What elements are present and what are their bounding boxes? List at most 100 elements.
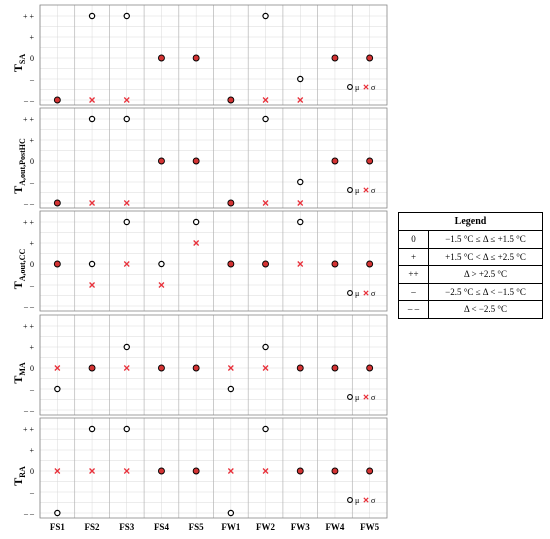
mu-point	[227, 385, 235, 393]
panel-label-subscript: SA	[18, 54, 27, 64]
panel-label-base: T	[11, 281, 25, 289]
mu-point	[88, 115, 96, 123]
sigma-point	[158, 282, 165, 288]
sigma-point	[262, 365, 269, 371]
x-tick-label: FS5	[189, 522, 205, 532]
legend-description: Δ > +2.5 °C	[463, 269, 508, 280]
mu-sigma-overlap-point	[227, 96, 235, 104]
mu-legend-marker	[347, 394, 353, 400]
panel-frame	[39, 4, 388, 106]
panel-frame	[39, 210, 388, 312]
sigma-point	[89, 468, 96, 474]
mu-point	[297, 178, 304, 186]
y-tick-label: 0	[30, 54, 34, 63]
mu-point	[123, 218, 130, 226]
mu-point	[262, 343, 269, 351]
mu-point	[88, 260, 96, 268]
y-tick-label: 0	[30, 364, 34, 373]
legend-description: Δ < −2.5 °C	[463, 304, 508, 315]
mu-sigma-overlap-point	[192, 54, 200, 62]
sigma-point	[227, 468, 234, 474]
sigma-point	[262, 200, 269, 206]
sigma-legend-label: σ	[371, 186, 376, 195]
y-tick-label: –	[29, 75, 35, 84]
sigma-legend-marker	[363, 290, 369, 296]
sigma-legend-marker	[363, 497, 369, 503]
mu-sigma-overlap-point	[331, 54, 339, 62]
legend-table: Legend 0 −1.5 °C ≤ Δ ≤ +1.5 °C + +1.5 °C < …	[398, 212, 543, 319]
sigma-point	[123, 365, 130, 371]
sigma-point	[193, 240, 200, 246]
mu-sigma-overlap-point	[157, 157, 165, 165]
panel-label: TRA	[11, 466, 27, 486]
sigma-legend-marker	[363, 187, 369, 193]
panel-label-subscript: A,out,CC	[18, 249, 27, 282]
x-tick-label: FW1	[221, 522, 240, 532]
mu-sigma-overlap-point	[192, 364, 200, 372]
mu-point	[123, 425, 130, 433]
legend-rows: 0 −1.5 °C ≤ Δ ≤ +1.5 °C + +1.5 °C < Δ ≤ +2.…	[399, 231, 542, 318]
y-tick-label: 0	[30, 260, 34, 269]
mu-legend-marker	[347, 84, 353, 90]
mu-point	[227, 509, 235, 517]
x-tick-label: FW5	[360, 522, 379, 532]
sigma-point	[123, 468, 130, 474]
y-tick-label: –	[29, 178, 35, 187]
mu-sigma-overlap-point	[366, 364, 374, 372]
panel-label-subscript: MA	[18, 362, 27, 376]
mu-point	[88, 425, 96, 433]
y-tick-label: –	[29, 281, 35, 290]
mu-sigma-overlap-point	[262, 260, 269, 268]
mu-point	[262, 115, 269, 123]
mu-point	[123, 343, 130, 351]
sigma-legend-marker	[363, 394, 369, 400]
sigma-legend-label: σ	[371, 496, 376, 505]
legend-row: – – Δ < −2.5 °C	[399, 301, 542, 318]
sigma-point	[89, 282, 96, 288]
mu-sigma-overlap-point	[331, 260, 339, 268]
mu-sigma-overlap-point	[227, 260, 235, 268]
panel-frame	[39, 417, 388, 519]
panel-label-base: T	[11, 376, 25, 384]
mu-sigma-overlap-point	[88, 364, 96, 372]
mu-point	[54, 385, 61, 393]
y-tick-label: +	[29, 239, 34, 248]
y-tick-label: + +	[23, 115, 35, 124]
mu-point	[54, 509, 61, 517]
mu-point	[88, 12, 96, 20]
mu-legend-label: μ	[355, 496, 359, 505]
mu-point	[262, 425, 269, 433]
panel-label: TSA	[11, 54, 27, 72]
legend-row: + +1.5 °C < Δ ≤ +2.5 °C	[399, 248, 542, 266]
legend-row: 0 −1.5 °C ≤ Δ ≤ +1.5 °C	[399, 231, 542, 249]
y-tick-label: 0	[30, 467, 34, 476]
x-tick-label: FS1	[50, 522, 66, 532]
y-tick-label: – –	[23, 96, 35, 105]
y-tick-label: +	[29, 446, 34, 455]
mu-sigma-overlap-point	[366, 260, 374, 268]
mu-legend-label: μ	[355, 289, 359, 298]
mu-point	[297, 218, 304, 226]
sigma-point	[262, 97, 269, 103]
sigma-point	[297, 97, 304, 103]
y-tick-label: – –	[23, 509, 35, 518]
y-tick-label: + +	[23, 12, 35, 21]
y-tick-label: + +	[23, 322, 35, 331]
y-tick-label: 0	[30, 157, 34, 166]
y-tick-label: – –	[23, 199, 35, 208]
panel-label: TA,out,PostHC	[11, 138, 27, 194]
mu-point	[297, 75, 304, 83]
x-tick-label: FS4	[154, 522, 170, 532]
sigma-legend-marker	[363, 84, 369, 90]
legend-symbol: –	[399, 283, 429, 300]
sigma-point	[123, 97, 130, 103]
mu-sigma-overlap-point	[157, 364, 165, 372]
legend-symbol: +	[399, 248, 429, 265]
sigma-legend-label: σ	[371, 289, 376, 298]
legend-description: −2.5 °C ≤ Δ < −1.5 °C	[445, 286, 526, 297]
mu-sigma-overlap-point	[53, 96, 61, 104]
mu-sigma-overlap-point	[366, 467, 374, 475]
y-tick-label: –	[29, 385, 35, 394]
y-tick-label: + +	[23, 218, 35, 227]
x-tick-label: FS2	[85, 522, 101, 532]
